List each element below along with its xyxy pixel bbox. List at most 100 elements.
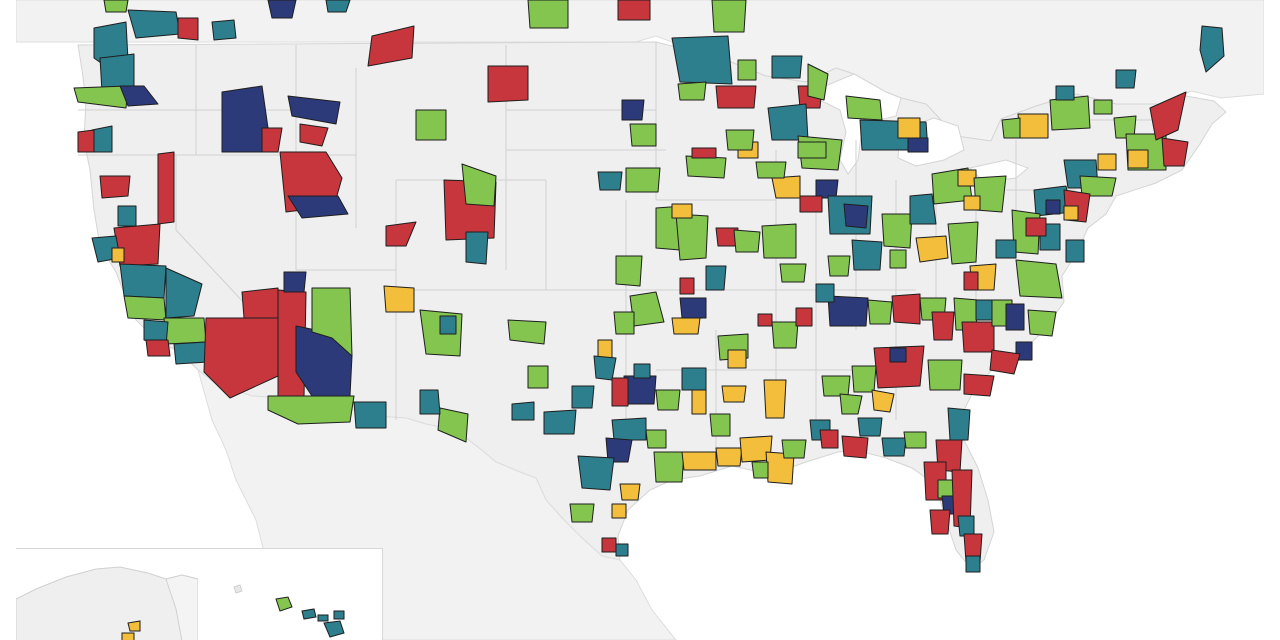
- metro-region[interactable]: [1015, 259, 1063, 299]
- metro-region[interactable]: [671, 35, 733, 85]
- metro-region[interactable]: [571, 385, 595, 409]
- metro-region[interactable]: [527, 365, 549, 389]
- metro-region[interactable]: [117, 205, 137, 227]
- metro-region[interactable]: [671, 203, 693, 219]
- metro-region[interactable]: [619, 483, 641, 501]
- metro-region[interactable]: [623, 375, 657, 405]
- metro-region[interactable]: [851, 239, 883, 271]
- metro-region[interactable]: [761, 223, 797, 259]
- metro-region[interactable]: [487, 65, 529, 103]
- metro-region[interactable]: [821, 375, 851, 397]
- metro-region[interactable]: [419, 389, 441, 415]
- metro-region[interactable]: [385, 221, 417, 247]
- metro-region[interactable]: [751, 461, 769, 479]
- metro-region[interactable]: [871, 389, 895, 413]
- metro-region[interactable]: [507, 319, 547, 345]
- metro-region[interactable]: [691, 147, 717, 159]
- metro-region[interactable]: [881, 437, 907, 457]
- metro-region[interactable]: [721, 385, 747, 403]
- metro-region[interactable]: [771, 321, 799, 349]
- metro-region[interactable]: [815, 283, 835, 303]
- metro-region[interactable]: [679, 277, 695, 295]
- metro-region[interactable]: [755, 161, 787, 179]
- metro-region[interactable]: [709, 413, 731, 437]
- metro-region[interactable]: [881, 213, 913, 249]
- metro-region[interactable]: [1115, 69, 1137, 89]
- metro-region[interactable]: [947, 221, 979, 265]
- metro-region[interactable]: [727, 349, 747, 369]
- metro-region[interactable]: [611, 503, 627, 519]
- metro-region[interactable]: [889, 347, 907, 363]
- metro-region[interactable]: [173, 341, 209, 365]
- metro-region[interactable]: [615, 255, 643, 287]
- metro-region[interactable]: [947, 407, 971, 441]
- metro-region[interactable]: [957, 169, 977, 187]
- metro-region[interactable]: [103, 0, 129, 13]
- metro-region[interactable]: [597, 171, 623, 191]
- metro-region[interactable]: [123, 295, 167, 321]
- metro-region[interactable]: [261, 127, 283, 153]
- metro-region[interactable]: [287, 95, 341, 125]
- metro-region[interactable]: [655, 389, 681, 411]
- metro-region[interactable]: [857, 417, 883, 437]
- metro-areas[interactable]: [73, 0, 1225, 573]
- metro-region[interactable]: [333, 610, 345, 620]
- metro-region[interactable]: [675, 213, 709, 261]
- metro-region[interactable]: [891, 293, 921, 325]
- metro-region[interactable]: [957, 515, 975, 537]
- metro-region[interactable]: [1079, 175, 1117, 197]
- metro-region[interactable]: [819, 429, 839, 449]
- metro-region[interactable]: [301, 608, 317, 620]
- metro-region[interactable]: [763, 379, 787, 419]
- metro-region[interactable]: [597, 339, 613, 359]
- metro-region[interactable]: [1025, 217, 1047, 237]
- metro-region[interactable]: [909, 193, 937, 225]
- map-viewport[interactable]: [16, 0, 1264, 640]
- metro-region[interactable]: [127, 620, 141, 632]
- metro-region[interactable]: [915, 235, 949, 263]
- metro-region[interactable]: [1199, 25, 1225, 73]
- metro-region[interactable]: [827, 295, 869, 327]
- metro-region[interactable]: [605, 437, 633, 463]
- metro-region[interactable]: [839, 393, 863, 415]
- metro-region[interactable]: [611, 377, 629, 407]
- metro-region[interactable]: [779, 263, 807, 283]
- us-choropleth-map[interactable]: [16, 0, 1264, 640]
- metro-region[interactable]: [781, 439, 807, 459]
- metro-region[interactable]: [903, 431, 927, 449]
- metro-region[interactable]: [963, 195, 981, 211]
- metro-region[interactable]: [211, 19, 237, 41]
- metro-region[interactable]: [177, 17, 199, 41]
- metro-region[interactable]: [267, 0, 297, 19]
- metro-region[interactable]: [465, 231, 489, 265]
- metro-region[interactable]: [963, 373, 995, 397]
- metro-region[interactable]: [111, 247, 125, 263]
- metro-region[interactable]: [681, 367, 707, 391]
- metro-region[interactable]: [681, 451, 717, 471]
- metro-region[interactable]: [671, 317, 701, 335]
- metro-region[interactable]: [617, 0, 651, 21]
- metro-region[interactable]: [897, 117, 921, 139]
- metro-region[interactable]: [353, 401, 387, 429]
- metro-region[interactable]: [511, 401, 535, 421]
- metro-region[interactable]: [299, 123, 329, 147]
- metro-region[interactable]: [577, 455, 615, 491]
- metro-region[interactable]: [99, 175, 131, 199]
- metro-region[interactable]: [799, 195, 823, 213]
- metro-region[interactable]: [621, 99, 645, 121]
- metro-region[interactable]: [989, 349, 1021, 375]
- metro-region[interactable]: [527, 0, 569, 29]
- metro-region[interactable]: [311, 287, 353, 357]
- metro-region[interactable]: [317, 614, 329, 622]
- inset-alaska[interactable]: [16, 548, 199, 640]
- metro-region[interactable]: [995, 239, 1017, 259]
- metro-region[interactable]: [705, 265, 727, 291]
- metro-region[interactable]: [323, 620, 345, 638]
- metro-region[interactable]: [645, 429, 667, 449]
- metro-region[interactable]: [119, 85, 159, 107]
- metro-region[interactable]: [927, 359, 963, 391]
- metro-region[interactable]: [611, 417, 647, 441]
- inset-hawaii[interactable]: [198, 548, 383, 640]
- metro-region[interactable]: [283, 271, 307, 293]
- metro-region[interactable]: [1005, 303, 1025, 331]
